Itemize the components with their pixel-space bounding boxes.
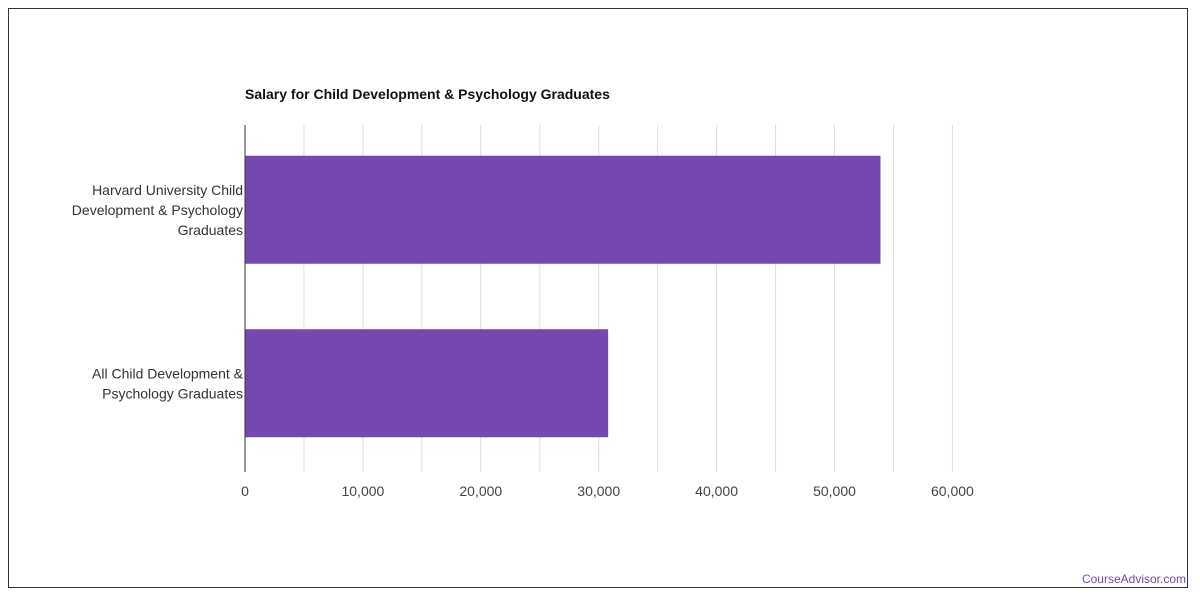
chart-title: Salary for Child Development & Psycholog… bbox=[245, 86, 610, 102]
x-tick-label: 10,000 bbox=[341, 483, 384, 499]
category-label: Harvard University Child Development & Ps… bbox=[72, 182, 243, 238]
x-tick-labels: 0 10,000 20,000 30,000 40,000 50,000 60,000 bbox=[241, 483, 974, 499]
category-label-line: Psychology Graduates bbox=[102, 385, 243, 401]
x-tick-label: 0 bbox=[241, 483, 249, 499]
category-label-line: Graduates bbox=[178, 222, 243, 238]
chart-frame bbox=[8, 8, 1188, 588]
category-label-line: Harvard University Child bbox=[92, 182, 243, 198]
x-tick-label: 40,000 bbox=[695, 483, 738, 499]
courseadvisor-link[interactable]: CourseAdvisor.com bbox=[1081, 572, 1186, 586]
x-tick-label: 50,000 bbox=[813, 483, 856, 499]
x-tick-label: 20,000 bbox=[459, 483, 502, 499]
x-tick-label: 30,000 bbox=[577, 483, 620, 499]
category-labels: Harvard University Child Development & Ps… bbox=[72, 182, 244, 402]
bar[interactable] bbox=[245, 155, 881, 264]
category-label-line: All Child Development & bbox=[92, 365, 244, 381]
category-label: All Child Development & Psychology Gradua… bbox=[92, 365, 244, 401]
bars bbox=[245, 155, 881, 438]
bar[interactable] bbox=[245, 329, 609, 438]
x-tick-label: 60,000 bbox=[931, 483, 974, 499]
category-label-line: Development & Psychology bbox=[72, 202, 243, 218]
